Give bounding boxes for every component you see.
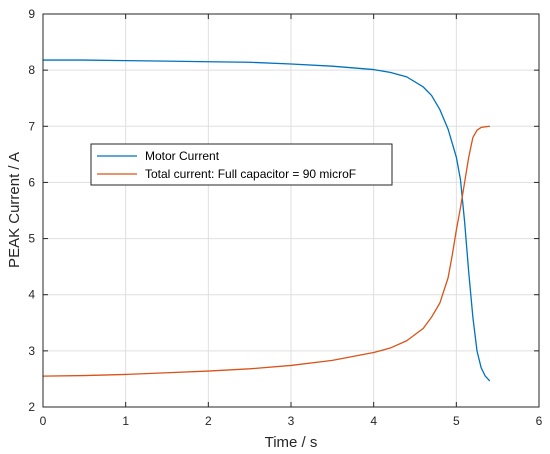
legend-box <box>90 143 393 186</box>
y-tick-label: 2 <box>28 400 35 414</box>
x-tick-label: 5 <box>453 414 460 428</box>
x-tick-label: 6 <box>536 414 543 428</box>
y-tick-label: 6 <box>28 175 35 189</box>
legend-label-motor-current: Motor Current <box>145 149 220 163</box>
x-tick-label: 0 <box>40 414 47 428</box>
y-tick-label: 7 <box>28 119 35 133</box>
y-tick-label: 3 <box>28 344 35 358</box>
y-tick-label: 5 <box>28 232 35 246</box>
x-tick-label: 1 <box>122 414 129 428</box>
x-tick-label: 3 <box>288 414 295 428</box>
series-line-1 <box>42 125 491 377</box>
x-axis-label: Time / s <box>265 434 318 451</box>
y-tick-label: 8 <box>28 63 35 77</box>
y-tick-label: 9 <box>28 7 35 21</box>
legend-label-total-current: Total current: Full capacitor = 90 micro… <box>145 167 356 181</box>
legend: Motor Current Total current: Full capaci… <box>90 143 393 186</box>
ticks: 0 1 2 3 4 5 6 2 3 4 5 6 7 8 9 <box>28 7 542 428</box>
y-tick-label: 4 <box>28 288 35 302</box>
x-tick-label: 2 <box>205 414 212 428</box>
y-axis-label: PEAK Current / A <box>6 152 23 268</box>
series-line-0 <box>42 59 491 382</box>
series-layer <box>42 59 491 382</box>
x-tick-label: 4 <box>370 414 377 428</box>
